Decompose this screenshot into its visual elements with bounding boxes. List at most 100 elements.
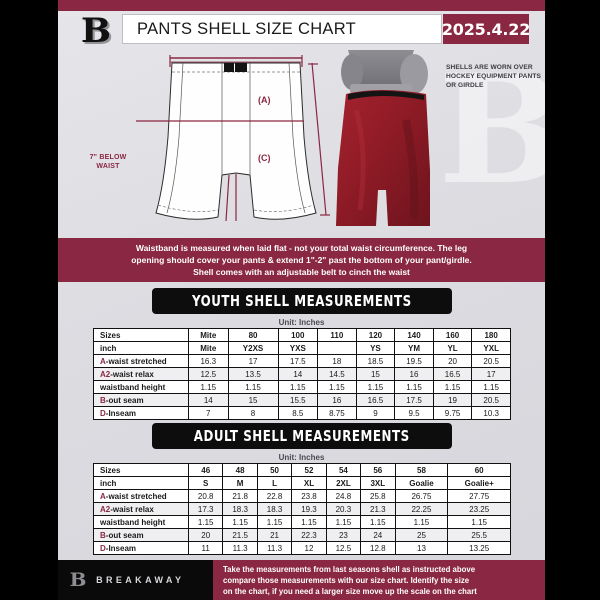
table-cell: 1.15 bbox=[291, 515, 327, 529]
table-cell: Goalie bbox=[394, 476, 449, 490]
table-cell: 1.15 bbox=[394, 515, 449, 529]
table-cell: YXL bbox=[471, 341, 511, 355]
table-cell: 15.5 bbox=[277, 393, 319, 407]
waist-reference-label: 7" BELOW WAIST bbox=[89, 154, 127, 170]
table-cell: 1.15 bbox=[187, 515, 224, 529]
watermark-logo-icon: B bbox=[438, 42, 545, 218]
shell-technical-drawing bbox=[136, 55, 330, 222]
table-cell: 54 bbox=[325, 463, 362, 477]
table-row: D-Inseam 7 8 8.5 8.75 9 9.5 9.75 10.3 bbox=[93, 406, 511, 420]
table-cell: 1.15 bbox=[447, 515, 511, 529]
row-label-prefix: B bbox=[100, 530, 106, 540]
table-cell: 1.15 bbox=[317, 380, 357, 394]
table-cell: 48 bbox=[222, 463, 258, 477]
table-cell: 1.15 bbox=[277, 380, 319, 394]
table-cell: 25.8 bbox=[360, 489, 396, 503]
table-cell: 16 bbox=[317, 393, 357, 407]
row-label-prefix: D bbox=[100, 408, 106, 418]
adult-section-title: ADULT SHELL MEASUREMENTS bbox=[194, 427, 410, 445]
table-cell: 11 bbox=[187, 541, 224, 555]
row-label: Sizes bbox=[93, 328, 189, 342]
table-cell: 18.5 bbox=[355, 354, 396, 368]
table-cell: 23.25 bbox=[447, 502, 511, 516]
youth-section-header: YOUTH SHELL MEASUREMENTS bbox=[152, 288, 452, 314]
table-cell: 160 bbox=[432, 328, 473, 342]
banner-line-2: opening should cover your pants & extend… bbox=[131, 255, 472, 265]
adult-unit-label: Unit: Inches bbox=[278, 453, 325, 462]
table-cell: 10.3 bbox=[471, 406, 511, 420]
table-cell: 23.8 bbox=[291, 489, 327, 503]
page-title-text: PANTS SHELL SIZE CHART bbox=[137, 19, 357, 38]
table-cell: 17.5 bbox=[277, 354, 319, 368]
row-label-prefix: A bbox=[100, 491, 106, 501]
table-row: A-waist stretched 16.3 17 17.5 18 18.5 19.5 20 2… bbox=[93, 354, 511, 368]
table-cell: 60 bbox=[447, 463, 511, 477]
table-cell: Mite bbox=[188, 328, 229, 342]
row-label: D-Inseam bbox=[93, 406, 189, 420]
table-cell: 20 bbox=[432, 354, 473, 368]
table-row: A2-waist relax 12.5 13.5 14 14.5 15 16 16.5 17 bbox=[93, 367, 511, 381]
row-label: waistband height bbox=[93, 515, 189, 529]
page-title: PANTS SHELL SIZE CHART bbox=[122, 14, 442, 44]
table-cell: 15 bbox=[355, 367, 396, 381]
table-row: Sizes 46 48 50 52 54 56 58 60 bbox=[93, 463, 511, 477]
row-label: Sizes bbox=[93, 463, 189, 477]
table-cell: 180 bbox=[471, 328, 511, 342]
table-cell: 1.15 bbox=[394, 380, 434, 394]
row-label: A2-waist relax bbox=[93, 502, 189, 516]
table-row: inch S M L XL 2XL 3XL Goalie Goalie+ bbox=[93, 476, 511, 490]
table-cell: 1.15 bbox=[471, 380, 511, 394]
row-label-prefix: D bbox=[100, 543, 106, 553]
youth-measurements-table: Sizes Mite 80 100 110 120 140 160 180 inch Mite Y2X… bbox=[93, 328, 511, 420]
banner-line-1: Waistband is measured when laid flat - n… bbox=[135, 243, 468, 253]
table-cell: 100 bbox=[277, 328, 319, 342]
table-cell: 21.5 bbox=[222, 528, 258, 542]
callout-a-label: (A) bbox=[258, 95, 271, 105]
table-cell: 2XL bbox=[325, 476, 362, 490]
size-chart-page: B PANTS SHELL SIZE CHART 2025.4.22 B bbox=[58, 0, 545, 600]
row-label: A-waist stretched bbox=[93, 354, 189, 368]
table-cell: 1.15 bbox=[227, 380, 279, 394]
table-cell: 24.8 bbox=[325, 489, 362, 503]
table-cell: 13.5 bbox=[227, 367, 279, 381]
table-cell: Goalie+ bbox=[447, 476, 511, 490]
table-row: A2-waist relax 17.3 18.3 18.3 19.3 20.3 21.3 22… bbox=[93, 502, 511, 516]
youth-section-title: YOUTH SHELL MEASUREMENTS bbox=[192, 292, 412, 310]
row-label-prefix: A2 bbox=[100, 369, 111, 379]
table-cell: 11.3 bbox=[256, 541, 293, 555]
footer-brand-name: BREAKAWAY bbox=[96, 575, 185, 585]
table-cell: 16.5 bbox=[432, 367, 473, 381]
table-cell: 25 bbox=[394, 528, 449, 542]
footer-line-2: compare those measurements with our size… bbox=[223, 575, 470, 585]
table-cell bbox=[317, 341, 357, 355]
table-cell: 1.15 bbox=[256, 515, 293, 529]
table-cell: 110 bbox=[317, 328, 357, 342]
table-cell: 18.3 bbox=[256, 502, 293, 516]
table-cell: 9.5 bbox=[394, 406, 434, 420]
table-cell: 12.8 bbox=[360, 541, 396, 555]
table-cell: 120 bbox=[355, 328, 396, 342]
table-cell: 25.5 bbox=[447, 528, 511, 542]
row-label: B-out seam bbox=[93, 393, 189, 407]
table-cell: 20.3 bbox=[325, 502, 362, 516]
table-cell: YM bbox=[394, 341, 434, 355]
table-cell: 1.15 bbox=[360, 515, 396, 529]
table-cell: 18 bbox=[317, 354, 357, 368]
table-cell: 52 bbox=[291, 463, 327, 477]
table-cell: 1.15 bbox=[432, 380, 473, 394]
table-cell: 12.5 bbox=[188, 367, 229, 381]
table-cell: 20.8 bbox=[187, 489, 224, 503]
table-cell: 26.75 bbox=[394, 489, 449, 503]
diagram-area: B bbox=[58, 42, 545, 269]
table-cell: 18.3 bbox=[222, 502, 258, 516]
measurement-instructions-banner: Waistband is measured when laid flat - n… bbox=[58, 238, 545, 282]
table-cell: 20.5 bbox=[471, 354, 511, 368]
table-cell: 14.5 bbox=[317, 367, 357, 381]
table-cell: 19 bbox=[432, 393, 473, 407]
table-cell: 3XL bbox=[360, 476, 396, 490]
table-cell: 12 bbox=[291, 541, 327, 555]
table-row: Sizes Mite 80 100 110 120 140 160 180 bbox=[93, 328, 511, 342]
footer-logo-icon: B bbox=[69, 569, 87, 591]
row-label: A-waist stretched bbox=[93, 489, 189, 503]
table-cell: XL bbox=[291, 476, 327, 490]
